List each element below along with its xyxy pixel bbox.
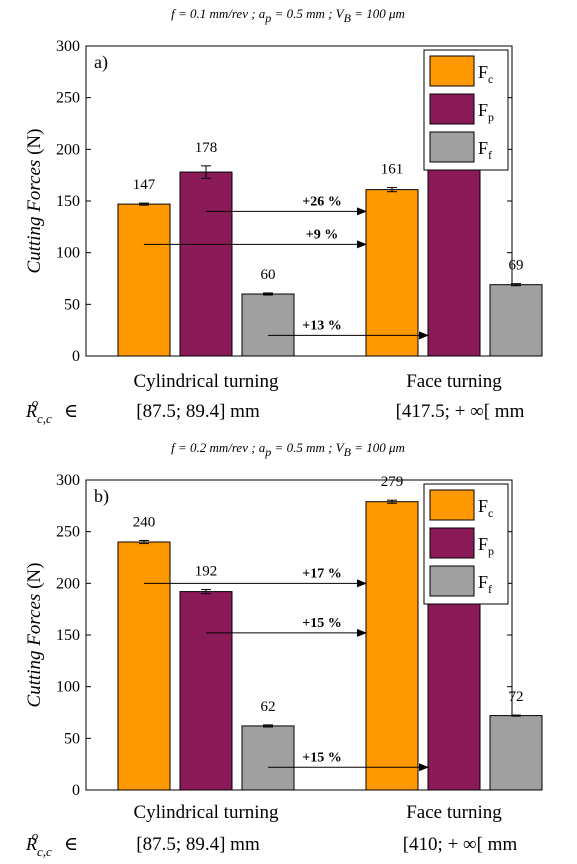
data-label: 240 — [133, 514, 156, 530]
data-label: 147 — [133, 177, 156, 193]
bar-Fc-0 — [117, 203, 171, 357]
change-label: +9 % — [306, 227, 338, 242]
bar-Ff-0 — [241, 293, 295, 357]
legend-swatch-Fc — [429, 489, 475, 521]
element-of-symbol: ∈ — [64, 401, 78, 422]
data-label: 161 — [381, 162, 404, 178]
x-category-label: Face turning — [406, 802, 502, 823]
data-label: 62 — [261, 699, 276, 715]
legend-swatch-Fc — [429, 55, 475, 87]
change-label: +17 % — [302, 566, 341, 581]
bar-Ff-1 — [489, 284, 543, 357]
y-tick-label: 300 — [56, 38, 80, 55]
x-category-label: Cylindrical turning — [133, 802, 279, 823]
legend-label-Fp: Fp — [478, 534, 494, 558]
legend-swatch-Fp — [429, 93, 475, 125]
legend-swatch-Fp — [429, 527, 475, 559]
y-axis-label: Cutting Forces (N) — [24, 563, 45, 708]
y-tick-label: 300 — [56, 472, 80, 489]
data-label: 279 — [381, 474, 404, 490]
legend-label-Fc: Fc — [478, 62, 493, 86]
y-tick-label: 100 — [56, 679, 80, 696]
legend-label-Ff: Ff — [478, 572, 492, 596]
y-tick-label: 200 — [56, 575, 80, 592]
data-label: 192 — [195, 564, 218, 580]
legend-label-Fp: Fp — [478, 100, 494, 124]
bar-Fc-1 — [365, 501, 419, 791]
radius-symbol: Rc,co — [25, 395, 52, 426]
legend-label-Ff: Ff — [478, 138, 492, 162]
bar-Fc-1 — [365, 189, 419, 357]
bar-Ff-0 — [241, 725, 295, 791]
radius-range-label: [87.5; 89.4] mm — [136, 834, 260, 855]
y-tick-label: 150 — [56, 627, 80, 644]
legend-swatch-Ff — [429, 565, 475, 597]
panel-label: b) — [94, 486, 109, 507]
y-tick-label: 200 — [56, 141, 80, 158]
data-label: 69 — [509, 258, 524, 274]
chart-title: f = 0.2 mm/rev ; ap = 0.5 mm ; VB = 100 … — [171, 440, 405, 459]
x-category-label: Face turning — [406, 371, 502, 392]
panel-b: f = 0.2 mm/rev ; ap = 0.5 mm ; VB = 100 … — [24, 440, 543, 859]
x-category-label: Cylindrical turning — [133, 371, 279, 392]
y-axis-label: Cutting Forces (N) — [24, 129, 45, 274]
bar-Fc-0 — [117, 541, 171, 791]
bar-Fp-0 — [179, 171, 233, 357]
y-tick-label: 50 — [64, 296, 80, 313]
y-tick-label: 0 — [72, 782, 80, 799]
change-label: +15 % — [302, 750, 341, 765]
y-tick-label: 100 — [56, 245, 80, 262]
data-label: 60 — [261, 267, 276, 283]
element-of-symbol: ∈ — [64, 834, 78, 855]
y-tick-label: 0 — [72, 348, 80, 365]
change-label: +15 % — [302, 616, 341, 631]
panel-a: f = 0.1 mm/rev ; ap = 0.5 mm ; VB = 100 … — [24, 6, 543, 426]
panel-label: a) — [94, 52, 108, 73]
y-tick-label: 250 — [56, 524, 80, 541]
data-label: 72 — [509, 689, 524, 705]
y-tick-label: 150 — [56, 193, 80, 210]
legend-swatch-Ff — [429, 131, 475, 163]
bar-Fp-0 — [179, 591, 233, 791]
change-label: +13 % — [302, 318, 341, 333]
radius-range-label: [410; + ∞[ mm — [403, 834, 518, 855]
y-tick-label: 250 — [56, 90, 80, 107]
legend-label-Fc: Fc — [478, 496, 493, 520]
change-label: +26 % — [302, 194, 341, 209]
radius-symbol: Rc,co — [25, 828, 52, 859]
y-tick-label: 50 — [64, 730, 80, 747]
data-label: 178 — [195, 140, 218, 156]
bar-Ff-1 — [489, 715, 543, 791]
radius-range-label: [417.5; + ∞[ mm — [396, 401, 525, 422]
chart-title: f = 0.1 mm/rev ; ap = 0.5 mm ; VB = 100 … — [171, 6, 405, 25]
radius-range-label: [87.5; 89.4] mm — [136, 401, 260, 422]
